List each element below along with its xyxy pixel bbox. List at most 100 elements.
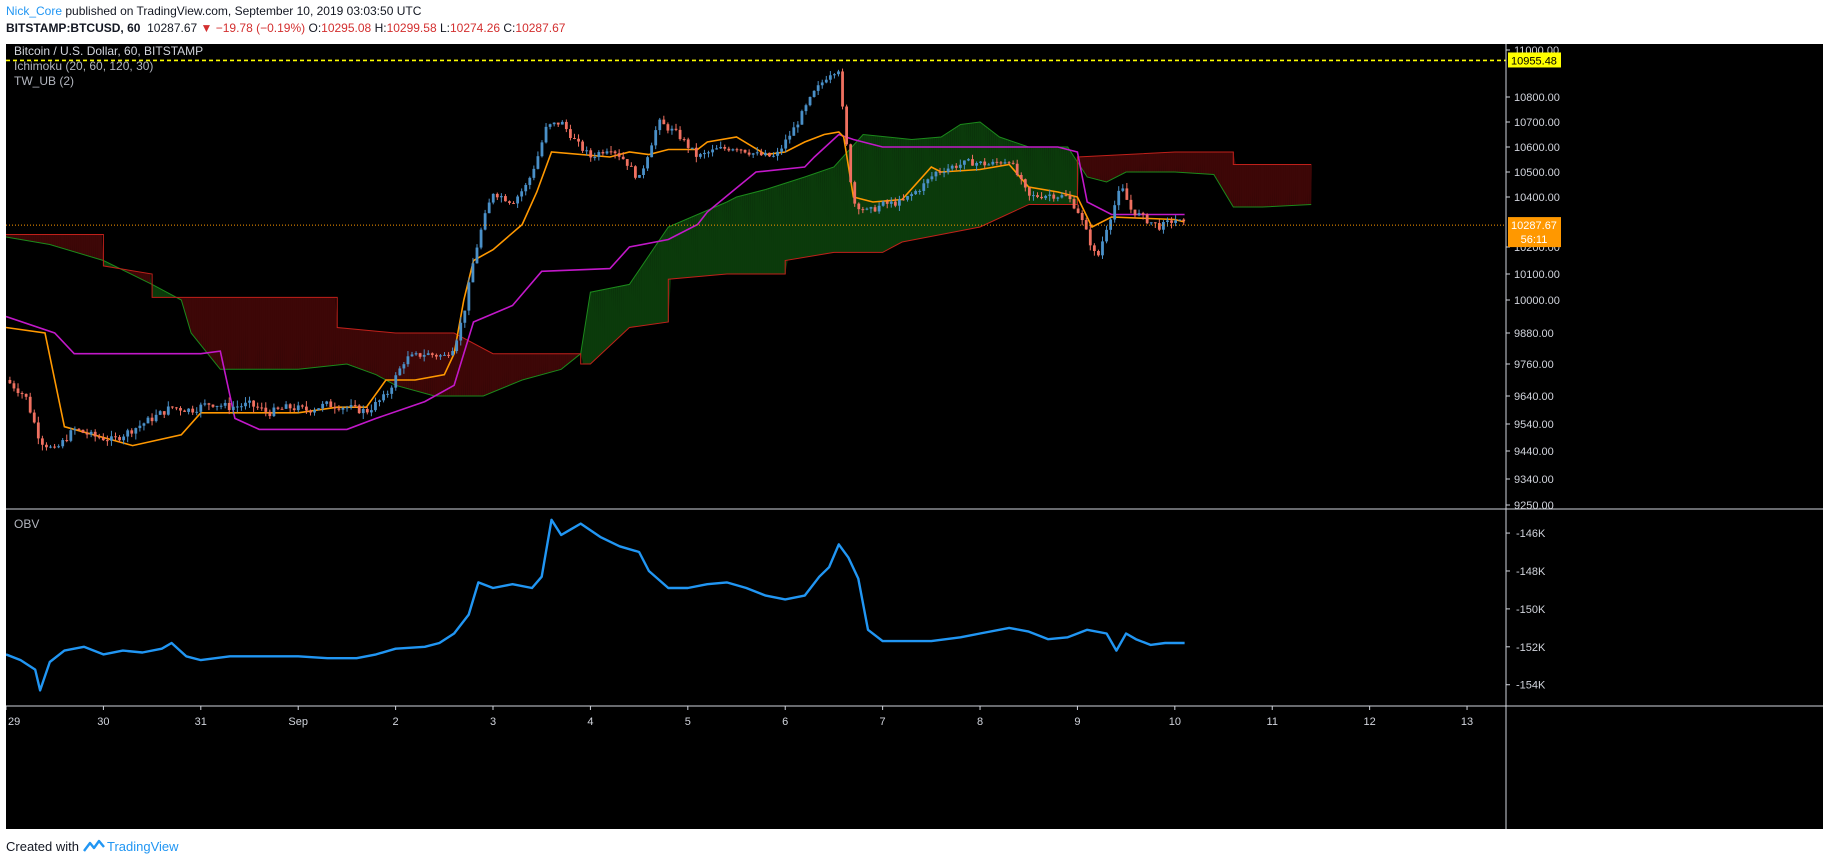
candle-up <box>1044 195 1048 199</box>
cloud-segment <box>925 138 929 238</box>
price-chart[interactable]: 11000.0010800.0010700.0010600.0010500.00… <box>6 44 1823 829</box>
cloud-segment <box>551 353 555 372</box>
cloud-segment <box>828 168 831 254</box>
candle-down <box>629 165 633 167</box>
candle-up <box>833 74 836 76</box>
cloud-segment <box>1285 164 1289 206</box>
cloud-segment <box>563 353 566 368</box>
cloud-segment <box>1268 164 1271 207</box>
cloud-segment <box>738 196 742 274</box>
candle-down <box>999 162 1003 164</box>
candle-down <box>77 428 81 430</box>
cloud-segment <box>882 136 886 253</box>
cloud-segment <box>668 226 671 322</box>
cloud-segment <box>1124 154 1127 173</box>
candle-down <box>853 182 857 204</box>
cloud-segment <box>907 139 911 241</box>
cloud-segment <box>997 135 1001 219</box>
cloud-segment <box>927 138 930 238</box>
candle-up <box>215 405 219 407</box>
cloud-segment <box>728 200 732 274</box>
cloud-segment <box>621 285 625 336</box>
cloud-segment <box>800 177 804 258</box>
ichimoku-legend[interactable]: Ichimoku (20, 60, 120, 30) <box>14 59 153 73</box>
price-change: ▼ −19.78 (−0.19%) <box>200 21 306 35</box>
cloud-segment <box>528 353 531 379</box>
cloud-segment <box>798 178 802 259</box>
cloud-segment <box>915 139 919 240</box>
obv-legend[interactable]: OBV <box>14 517 39 531</box>
cloud-segment <box>354 329 358 368</box>
cloud-segment <box>83 234 87 256</box>
cloud-segment <box>204 297 208 353</box>
cloud-segment <box>78 234 81 254</box>
last-price-badge <box>1508 217 1561 248</box>
cloud-segment <box>543 353 547 375</box>
candle-up <box>898 199 901 206</box>
cloud-segment <box>911 139 915 241</box>
base-line <box>6 133 1185 431</box>
candle-down <box>256 406 260 408</box>
candle-up <box>808 96 812 106</box>
cloud-segment <box>1258 164 1262 207</box>
cloud-segment <box>1297 164 1301 206</box>
cloud-segment <box>72 234 75 252</box>
cloud-segment <box>265 297 268 370</box>
cloud-segment <box>436 333 440 396</box>
candle-up <box>219 405 223 407</box>
cloud-segment <box>598 290 601 357</box>
cloud-segment <box>183 297 186 314</box>
cloud-segment <box>818 171 821 255</box>
cloud-segment <box>1102 155 1106 182</box>
candle-up <box>914 191 918 195</box>
candle-up <box>967 159 970 161</box>
candle-up <box>195 411 199 413</box>
candle-down <box>1064 195 1068 197</box>
alert-price-label: 10955.48 <box>1511 55 1557 67</box>
candle-down <box>768 152 771 157</box>
cloud-segment <box>337 327 340 366</box>
cloud-segment <box>1241 164 1244 207</box>
cloud-segment <box>335 297 338 366</box>
cloud-segment <box>85 234 89 256</box>
tradingview-link[interactable]: TradingView <box>106 839 179 854</box>
cloud-segment <box>253 297 256 370</box>
cloud-segment <box>1106 155 1110 182</box>
candle-down <box>759 152 763 156</box>
cloud-segment <box>674 223 677 279</box>
cloud-segment <box>516 353 519 383</box>
time-tick-label: 12 <box>1364 716 1376 728</box>
candle-up <box>402 364 406 369</box>
candle-down <box>40 438 44 445</box>
author-link[interactable]: Nick_Core <box>6 4 63 18</box>
time-tick-label: 30 <box>97 716 109 728</box>
cloud-segment <box>641 264 644 326</box>
candle-down <box>495 193 499 198</box>
cloud-segment <box>494 353 498 392</box>
cloud-segment <box>775 185 779 274</box>
cloud-segment <box>545 353 549 374</box>
cloud-segment <box>586 304 590 364</box>
candle-up <box>650 145 654 158</box>
candle-down <box>662 119 666 125</box>
cloud-segment <box>806 175 810 257</box>
tw-ub-legend[interactable]: TW_UB (2) <box>14 74 74 88</box>
cloud-segment <box>329 297 332 366</box>
cloud-segment <box>235 297 239 370</box>
cloud-segment <box>403 333 406 388</box>
candle-up <box>520 191 524 197</box>
cloud-segment <box>152 284 155 298</box>
candle-up <box>1113 205 1117 220</box>
cloud-segment <box>212 297 216 362</box>
cloud-segment <box>50 234 54 246</box>
cloud-segment <box>1237 164 1240 207</box>
cloud-segment <box>1291 164 1295 206</box>
cloud-segment <box>999 137 1003 218</box>
price-tick-label: 9760.00 <box>1514 359 1554 371</box>
cloud-segment <box>944 133 948 234</box>
cloud-segment <box>1131 154 1135 172</box>
cloud-segment <box>565 353 568 367</box>
price-tick-label: 9440.00 <box>1514 446 1554 458</box>
cloud-segment <box>518 353 521 382</box>
cloud-segment <box>440 333 443 396</box>
